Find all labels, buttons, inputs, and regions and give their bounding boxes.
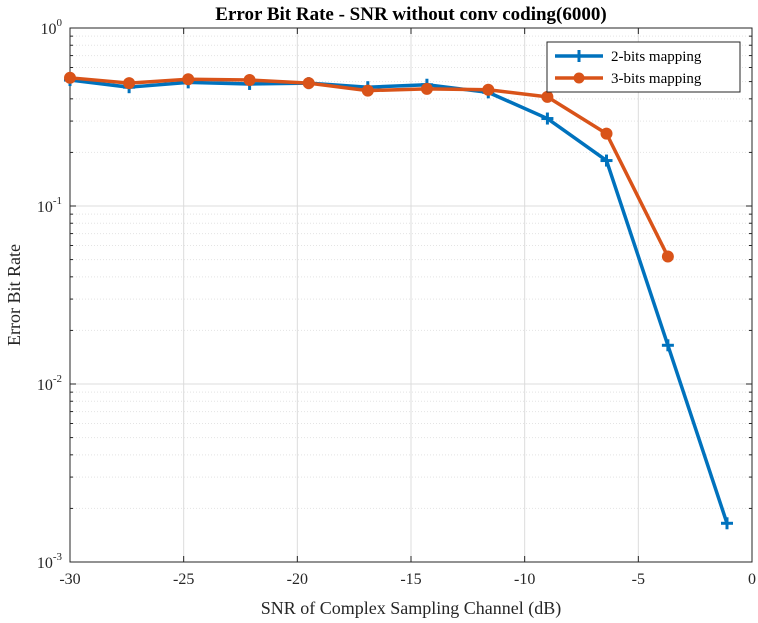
- legend-entry: 2-bits mapping: [555, 49, 702, 65]
- axis-ticks: -30 -25 -20 -15 -10 -5 0 100 10-1 10-2 10-3: [37, 17, 756, 588]
- data-point: [64, 71, 76, 84]
- chart-title: Error Bit Rate - SNR without conv coding…: [215, 4, 606, 25]
- data-point: [420, 82, 433, 95]
- data-point: [302, 77, 315, 90]
- legend-label: 3-bits mapping: [611, 71, 702, 87]
- series-2: [64, 71, 674, 263]
- x-tick-label: -5: [632, 571, 645, 588]
- x-axis-label: SNR of Complex Sampling Channel (dB): [261, 598, 562, 619]
- data-point: [600, 127, 613, 140]
- data-point: [482, 83, 495, 96]
- data-point: [243, 74, 256, 87]
- series-line: [69, 78, 729, 524]
- series-group: [64, 71, 733, 530]
- data-point: [541, 90, 554, 103]
- legend: 2-bits mapping 3-bits mapping: [546, 41, 741, 93]
- data-point: [123, 77, 136, 90]
- y-tick-label: 10-3: [37, 551, 63, 572]
- y-tick-label: 10-2: [37, 373, 62, 394]
- x-tick-label: 0: [748, 571, 756, 588]
- data-point: [661, 250, 674, 263]
- x-tick-label: -25: [173, 571, 194, 588]
- x-tick-label: -30: [59, 571, 80, 588]
- y-axis-label: Error Bit Rate: [4, 244, 24, 346]
- x-tick-label: -20: [287, 571, 308, 588]
- data-point: [182, 73, 195, 86]
- y-tick-label: 10-1: [37, 195, 62, 216]
- data-point: [541, 112, 554, 125]
- legend-label: 2-bits mapping: [611, 49, 702, 65]
- data-point: [720, 517, 733, 530]
- legend-entry: 3-bits mapping: [555, 71, 702, 87]
- data-point: [661, 339, 674, 352]
- y-tick-label: 100: [41, 17, 63, 38]
- data-point: [361, 84, 374, 97]
- x-tick-label: -15: [400, 571, 421, 588]
- legend-swatch-marker: [573, 72, 585, 84]
- data-point: [600, 154, 613, 167]
- x-tick-label: -10: [514, 571, 535, 588]
